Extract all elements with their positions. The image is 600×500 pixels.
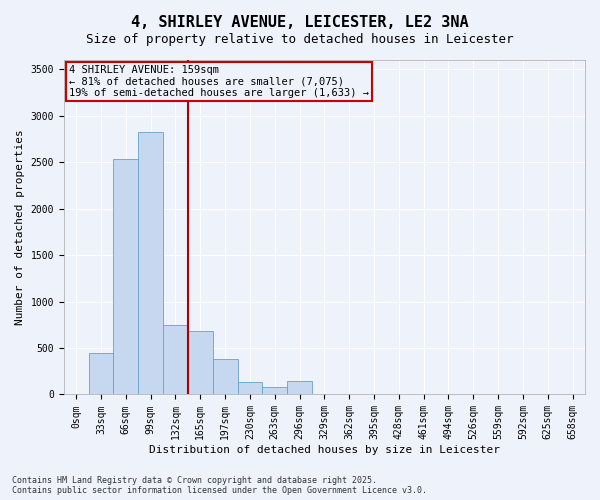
Bar <box>89 352 113 395</box>
Text: 4 SHIRLEY AVENUE: 159sqm
← 81% of detached houses are smaller (7,075)
19% of sem: 4 SHIRLEY AVENUE: 159sqm ← 81% of detach… <box>69 65 369 98</box>
Bar <box>262 387 287 394</box>
Bar <box>188 332 212 394</box>
Bar <box>212 359 238 394</box>
Bar <box>238 382 262 394</box>
Y-axis label: Number of detached properties: Number of detached properties <box>15 130 25 325</box>
Bar <box>138 132 163 394</box>
X-axis label: Distribution of detached houses by size in Leicester: Distribution of detached houses by size … <box>149 445 500 455</box>
Bar <box>163 325 188 394</box>
Bar <box>113 160 138 394</box>
Text: Size of property relative to detached houses in Leicester: Size of property relative to detached ho… <box>86 32 514 46</box>
Bar <box>287 382 312 394</box>
Text: Contains HM Land Registry data © Crown copyright and database right 2025.
Contai: Contains HM Land Registry data © Crown c… <box>12 476 427 495</box>
Text: 4, SHIRLEY AVENUE, LEICESTER, LE2 3NA: 4, SHIRLEY AVENUE, LEICESTER, LE2 3NA <box>131 15 469 30</box>
